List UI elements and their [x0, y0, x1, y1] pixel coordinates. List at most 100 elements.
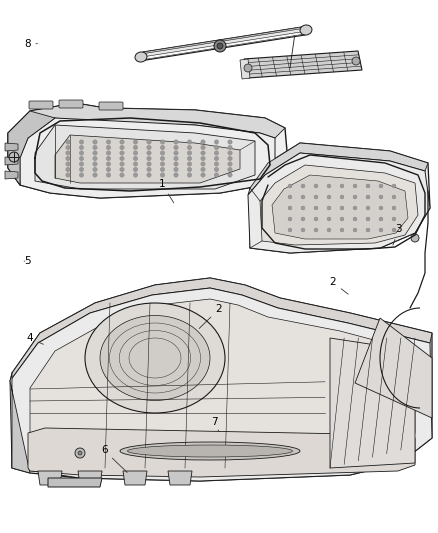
Circle shape	[353, 206, 357, 210]
Text: 6: 6	[101, 446, 127, 472]
Polygon shape	[5, 171, 18, 179]
Polygon shape	[12, 278, 432, 481]
Polygon shape	[240, 59, 250, 79]
Circle shape	[228, 146, 232, 150]
Ellipse shape	[120, 442, 300, 460]
Circle shape	[79, 162, 84, 166]
Polygon shape	[28, 428, 415, 477]
Circle shape	[147, 173, 151, 177]
Circle shape	[66, 146, 70, 150]
Circle shape	[133, 140, 138, 144]
Circle shape	[106, 162, 111, 166]
Polygon shape	[38, 471, 62, 485]
Polygon shape	[168, 471, 192, 485]
Circle shape	[93, 140, 97, 144]
Circle shape	[228, 151, 232, 155]
Ellipse shape	[300, 25, 312, 35]
Circle shape	[93, 167, 97, 172]
Ellipse shape	[100, 316, 210, 400]
Circle shape	[379, 195, 383, 199]
Circle shape	[174, 151, 178, 155]
Circle shape	[79, 173, 84, 177]
Circle shape	[147, 151, 151, 155]
Circle shape	[79, 156, 84, 161]
Circle shape	[66, 156, 70, 161]
Polygon shape	[250, 143, 430, 253]
Circle shape	[75, 448, 85, 458]
Circle shape	[340, 206, 344, 210]
Circle shape	[201, 140, 205, 144]
Circle shape	[66, 173, 70, 177]
Circle shape	[214, 140, 219, 144]
Circle shape	[340, 217, 344, 221]
Circle shape	[133, 151, 138, 155]
Polygon shape	[10, 373, 30, 473]
Circle shape	[340, 184, 344, 188]
Circle shape	[314, 206, 318, 210]
Circle shape	[120, 173, 124, 177]
Circle shape	[340, 195, 344, 199]
Polygon shape	[272, 175, 408, 239]
Polygon shape	[330, 338, 415, 468]
Ellipse shape	[85, 303, 225, 413]
Circle shape	[327, 184, 331, 188]
Polygon shape	[244, 51, 362, 78]
Circle shape	[327, 228, 331, 232]
Circle shape	[288, 217, 292, 221]
Polygon shape	[355, 318, 432, 418]
Circle shape	[120, 146, 124, 150]
Circle shape	[327, 217, 331, 221]
Polygon shape	[35, 125, 255, 189]
Polygon shape	[8, 133, 28, 185]
Text: 7: 7	[211, 417, 219, 432]
Polygon shape	[18, 118, 275, 198]
Circle shape	[201, 173, 205, 177]
Circle shape	[120, 162, 124, 166]
Circle shape	[106, 156, 111, 161]
Polygon shape	[248, 153, 430, 253]
Polygon shape	[28, 103, 285, 138]
Circle shape	[379, 217, 383, 221]
Circle shape	[301, 228, 305, 232]
Ellipse shape	[135, 52, 147, 62]
Circle shape	[366, 195, 370, 199]
Circle shape	[301, 184, 305, 188]
Circle shape	[174, 156, 178, 161]
Circle shape	[187, 151, 192, 155]
Ellipse shape	[127, 445, 293, 457]
Polygon shape	[30, 299, 415, 473]
Circle shape	[214, 156, 219, 161]
Circle shape	[314, 217, 318, 221]
Circle shape	[301, 195, 305, 199]
Circle shape	[217, 43, 223, 49]
Circle shape	[147, 167, 151, 172]
Circle shape	[327, 206, 331, 210]
Circle shape	[228, 162, 232, 166]
Circle shape	[106, 140, 111, 144]
Polygon shape	[55, 135, 240, 183]
Circle shape	[187, 140, 192, 144]
Circle shape	[228, 140, 232, 144]
Text: 2: 2	[329, 278, 348, 294]
Circle shape	[301, 217, 305, 221]
Circle shape	[93, 162, 97, 166]
Circle shape	[327, 195, 331, 199]
Circle shape	[214, 167, 219, 172]
Circle shape	[174, 146, 178, 150]
Circle shape	[214, 146, 219, 150]
Circle shape	[133, 146, 138, 150]
Polygon shape	[140, 26, 308, 61]
Circle shape	[288, 195, 292, 199]
Circle shape	[288, 184, 292, 188]
Polygon shape	[78, 471, 102, 485]
Circle shape	[214, 151, 219, 155]
Circle shape	[66, 162, 70, 166]
Polygon shape	[10, 288, 432, 481]
Text: 8: 8	[24, 39, 38, 49]
Circle shape	[228, 173, 232, 177]
Circle shape	[353, 228, 357, 232]
Circle shape	[120, 151, 124, 155]
Circle shape	[187, 167, 192, 172]
Circle shape	[174, 162, 178, 166]
Text: 4: 4	[26, 334, 43, 344]
